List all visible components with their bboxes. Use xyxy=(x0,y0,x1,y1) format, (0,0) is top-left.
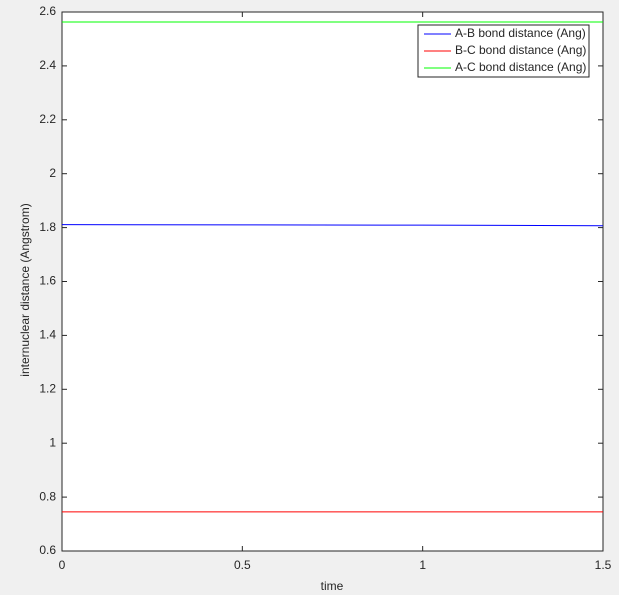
y-tick-label: 1.6 xyxy=(39,274,56,288)
y-tick-label: 0.6 xyxy=(39,543,56,557)
x-tick-label: 0 xyxy=(59,558,66,572)
y-tick-label: 2 xyxy=(49,166,56,180)
x-axis-label: time xyxy=(321,579,344,593)
y-tick-label: 1.4 xyxy=(39,328,56,342)
y-tick-label: 2.2 xyxy=(39,112,56,126)
x-tick-label: 1 xyxy=(419,558,426,572)
x-tick-label: 0.5 xyxy=(234,558,251,572)
x-tick-label: 1.5 xyxy=(595,558,612,572)
y-tick-label: 2.6 xyxy=(39,4,56,18)
legend-label: A-C bond distance (Ang) xyxy=(455,60,586,74)
y-axis-label: internuclear distance (Angstrom) xyxy=(18,203,32,376)
y-tick-label: 2.4 xyxy=(39,58,56,72)
y-tick-label: 1.8 xyxy=(39,220,56,234)
axes-box xyxy=(61,11,604,552)
y-tick-label: 1 xyxy=(49,435,56,449)
y-tick-label: 0.8 xyxy=(39,489,56,503)
plot-area xyxy=(62,12,603,551)
legend-label: A-B bond distance (Ang) xyxy=(455,26,586,40)
data-line xyxy=(61,224,604,227)
y-tick-label: 1.2 xyxy=(39,381,56,395)
legend-label: B-C bond distance (Ang) xyxy=(455,43,586,57)
